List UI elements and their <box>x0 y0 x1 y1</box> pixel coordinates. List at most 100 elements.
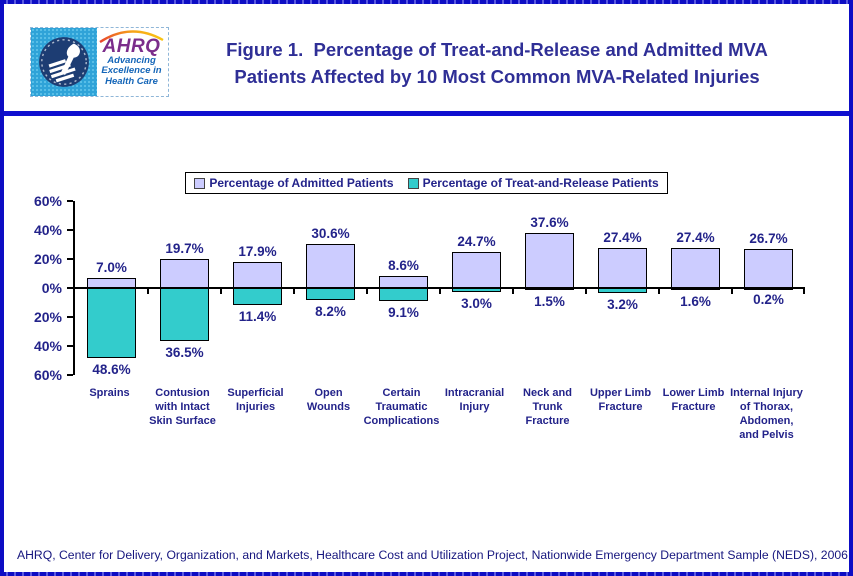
bar-admitted <box>379 275 428 288</box>
y-axis-tick <box>67 345 73 347</box>
category-label: Neck and Trunk Fracture <box>511 386 584 442</box>
y-tick-label: 0% <box>41 280 62 296</box>
logo-tagline-line2: Excellence in <box>101 65 162 76</box>
bar-value-label-admitted: 19.7% <box>165 241 204 257</box>
y-tick-label: 20% <box>33 251 62 267</box>
y-axis-tick <box>67 287 73 289</box>
category-label-text: Certain Traumatic Complications <box>363 387 440 427</box>
legend-item-admitted: Percentage of Admitted Patients <box>194 176 394 190</box>
figure-title: Figure 1. Percentage of Treat-and-Releas… <box>169 26 849 90</box>
x-axis-tick <box>147 289 149 294</box>
legend-label-admitted: Percentage of Admitted Patients <box>209 176 394 190</box>
x-axis-tick <box>585 289 587 294</box>
bar-value-label-admitted: 26.7% <box>749 231 788 247</box>
ahrq-wordmark: AHRQ <box>102 35 161 57</box>
bar-treat-release <box>671 288 720 291</box>
bar-value-label-treat-release: 3.0% <box>461 296 492 312</box>
bar-treat-release <box>744 288 793 290</box>
y-axis-tick <box>67 229 73 231</box>
bar-treat-release <box>160 288 209 341</box>
category-label: Open Wounds <box>292 386 365 442</box>
category-label: Lower Limb Fracture <box>657 386 730 442</box>
category-row: Sprains Contusion with Intact Skin Surfac… <box>73 386 849 442</box>
bar-value-label-treat-release: 48.6% <box>92 362 131 378</box>
source-note: AHRQ, Center for Delivery, Organization,… <box>17 548 848 562</box>
y-axis-tick <box>67 258 73 260</box>
x-axis-tick <box>803 289 805 294</box>
figure-title-line1: Figure 1. Percentage of Treat-and-Releas… <box>226 38 768 60</box>
x-axis-tick <box>220 289 222 294</box>
x-axis-tick <box>512 289 514 294</box>
bar-value-label-treat-release: 36.5% <box>165 344 204 360</box>
bar-treat-release <box>598 288 647 293</box>
category-label-text: Lower Limb Fracture <box>662 387 725 413</box>
bar-value-label-admitted: 37.6% <box>530 215 569 231</box>
hhs-seal <box>31 27 97 96</box>
y-tick-label: 60% <box>33 367 62 383</box>
bar-value-label-treat-release: 0.2% <box>753 292 784 308</box>
category-label-text: Open Wounds <box>306 387 351 413</box>
category-label-text: Intracranial Injury <box>444 387 505 413</box>
ahrq-hhs-logo: AHRQ Advancing Excellence in Health Care <box>30 26 169 97</box>
legend-label-treat-release: Percentage of Treat-and-Release Patients <box>422 176 659 190</box>
y-tick-label: 40% <box>33 338 62 354</box>
x-axis-tick <box>366 289 368 294</box>
y-axis-tick <box>67 374 73 376</box>
bar-value-label-treat-release: 9.1% <box>388 305 419 321</box>
logo-tagline-line3: Health Care <box>105 75 158 87</box>
category-label: Internal Injury of Thorax, Abdomen, and … <box>730 386 803 442</box>
category-label: Intracranial Injury <box>438 386 511 442</box>
x-axis-tick <box>293 289 295 294</box>
category-label-text: Sprains <box>89 387 130 399</box>
y-axis-labels: 60% 40% 20% 0% 20% 40% 60% <box>24 193 66 383</box>
legend-item-treat-release: Percentage of Treat-and-Release Patients <box>407 176 659 190</box>
bar-value-label-admitted: 27.4% <box>676 230 715 246</box>
bar-treat-release <box>379 288 428 302</box>
bar-value-label-admitted: 8.6% <box>388 257 419 273</box>
bar-value-label-treat-release: 8.2% <box>315 303 346 319</box>
category-label: Sprains <box>73 386 146 442</box>
header: AHRQ Advancing Excellence in Health Care… <box>4 4 849 111</box>
legend-swatch-admitted <box>194 177 206 189</box>
category-label-text: Neck and Trunk Fracture <box>523 387 572 427</box>
category-label-text: Internal Injury of Thorax, Abdomen, and … <box>730 387 803 441</box>
y-axis-tick <box>67 316 73 318</box>
hhs-eagle-icon <box>39 36 89 87</box>
bar-value-label-admitted: 24.7% <box>457 234 496 250</box>
bar-admitted <box>87 277 136 288</box>
plot-area: 7.0% 48.6% 19.7% 36.5% 17.9% 11.4% 30.6% 8.2% 8.… <box>75 201 805 378</box>
bar-value-label-admitted: 17.9% <box>238 244 277 260</box>
category-label: Superficial Injuries <box>219 386 292 442</box>
zero-baseline <box>75 287 805 289</box>
category-label-text: Contusion with Intact Skin Surface <box>149 387 216 427</box>
category-label: Certain Traumatic Complications <box>363 386 440 442</box>
figure-title-line2: Patients Affected by 10 Most Common MVA-… <box>234 65 760 87</box>
bar-admitted <box>452 252 501 288</box>
logo-tagline-line1: Advancing <box>107 54 156 66</box>
bar-treat-release <box>233 288 282 305</box>
category-label-text: Superficial Injuries <box>227 387 284 413</box>
legend-row: Percentage of Admitted Patients Percenta… <box>4 172 849 194</box>
x-axis-tick <box>658 289 660 294</box>
bar-value-label-treat-release: 11.4% <box>238 308 277 324</box>
y-axis-line <box>66 200 75 376</box>
y-tick-label: 20% <box>33 309 62 325</box>
bar-value-label-treat-release: 3.2% <box>607 296 638 312</box>
bar-admitted <box>233 262 282 288</box>
bar-treat-release <box>452 288 501 293</box>
bar-treat-release <box>525 288 574 291</box>
bar-value-label-admitted: 27.4% <box>603 230 642 246</box>
ahrq-wordmark-panel: AHRQ Advancing Excellence in Health Care <box>97 27 166 96</box>
legend-swatch-treat-release <box>407 177 419 189</box>
plot-row: 60% 40% 20% 0% 20% 40% 60% 7.0% 48.6% 19.7% 36.5%… <box>24 193 849 383</box>
y-axis-tick <box>67 200 73 202</box>
bar-admitted <box>598 248 647 288</box>
category-label: Upper Limb Fracture <box>584 386 657 442</box>
bar-value-label-admitted: 7.0% <box>96 259 127 275</box>
category-label-text: Upper Limb Fracture <box>589 387 652 413</box>
bar-value-label-admitted: 30.6% <box>311 225 350 241</box>
bar-treat-release <box>306 288 355 300</box>
y-tick-label: 60% <box>33 193 62 209</box>
bar-value-label-treat-release: 1.6% <box>680 294 711 310</box>
